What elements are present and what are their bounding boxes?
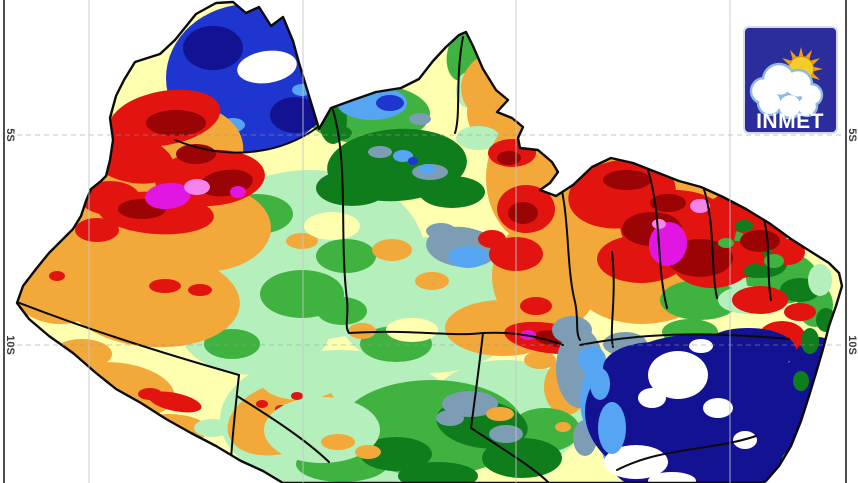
region-center-greens [204, 194, 498, 362]
lat-label-5s-left: 5S [4, 128, 16, 141]
inmet-logo: INMET [743, 26, 838, 134]
lat-label-5s-right: 5S [846, 128, 858, 141]
grid-lines [17, 0, 845, 483]
lat-labels: 5S 10S 5S 10S [4, 123, 858, 360]
map-frame [3, 0, 847, 483]
brazil-outline [15, 0, 844, 483]
state-borders [17, 36, 790, 483]
region-center-darkgreen [316, 128, 485, 208]
lat-label-10s-right: 10S [846, 335, 858, 355]
inmet-logo-text: INMET [756, 110, 824, 133]
region-south-center-greens [264, 380, 580, 483]
lat-label-10s-left: 10S [4, 335, 16, 355]
cloud-icon [749, 62, 824, 120]
